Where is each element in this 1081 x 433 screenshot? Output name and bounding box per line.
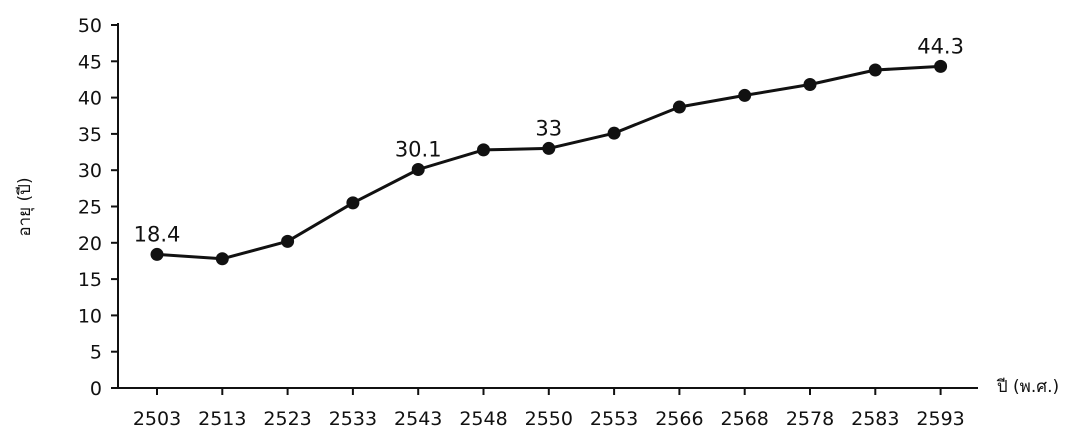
axes	[117, 23, 978, 389]
x-tick-label: 2578	[786, 408, 834, 430]
y-axis-ticks: 0 5 10 15 20 25 30 35 40 45 50	[78, 15, 118, 400]
data-label: 33	[535, 116, 562, 140]
x-tick-label: 2543	[394, 408, 442, 430]
y-tick-label: 0	[90, 378, 102, 400]
y-tick-label: 40	[78, 88, 102, 110]
x-tick-label: 2503	[133, 408, 181, 430]
data-labels: 18.4 30.1 33 44.3	[134, 34, 964, 246]
y-tick-label: 20	[78, 233, 102, 255]
y-tick-label: 5	[90, 342, 102, 364]
data-label: 30.1	[395, 137, 442, 161]
series-polyline	[156, 64, 941, 261]
y-tick-label: 30	[78, 160, 102, 182]
series-line	[150, 59, 948, 266]
x-tick-label: 2593	[916, 408, 964, 430]
data-point	[803, 78, 817, 92]
data-point	[215, 252, 229, 266]
data-point	[542, 141, 556, 155]
y-tick-label: 50	[78, 15, 102, 37]
data-point	[281, 234, 295, 248]
y-tick-label: 25	[78, 197, 102, 219]
data-point	[411, 162, 425, 176]
data-point	[607, 126, 621, 140]
data-point	[346, 196, 360, 210]
y-tick-label: 10	[78, 305, 102, 327]
x-tick-label: 2568	[721, 408, 769, 430]
x-axis-label: ปี (พ.ศ.)	[996, 377, 1059, 397]
x-tick-label: 2553	[590, 408, 638, 430]
x-tick-label: 2548	[459, 408, 507, 430]
x-axis-ticks: 2503 2513 2523 2533 2543 2548 2550 2553 2566 2568…	[133, 388, 965, 430]
x-tick-label: 2583	[851, 408, 899, 430]
x-tick-label: 2566	[655, 408, 703, 430]
y-tick-label: 45	[78, 51, 102, 73]
data-point	[738, 88, 752, 102]
data-point	[672, 100, 686, 114]
y-axis-label: อายุ (ปี)	[15, 177, 35, 236]
data-point	[477, 143, 490, 157]
x-tick-label: 2550	[525, 408, 573, 430]
y-tick-label: 35	[78, 124, 102, 146]
x-tick-label: 2523	[263, 408, 311, 430]
y-tick-label: 15	[78, 269, 102, 291]
data-label: 18.4	[134, 222, 181, 246]
x-tick-label: 2513	[198, 408, 246, 430]
data-label: 44.3	[917, 34, 964, 58]
data-point	[934, 59, 948, 73]
data-point	[150, 247, 164, 261]
x-tick-label: 2533	[329, 408, 377, 430]
data-point	[868, 63, 882, 77]
